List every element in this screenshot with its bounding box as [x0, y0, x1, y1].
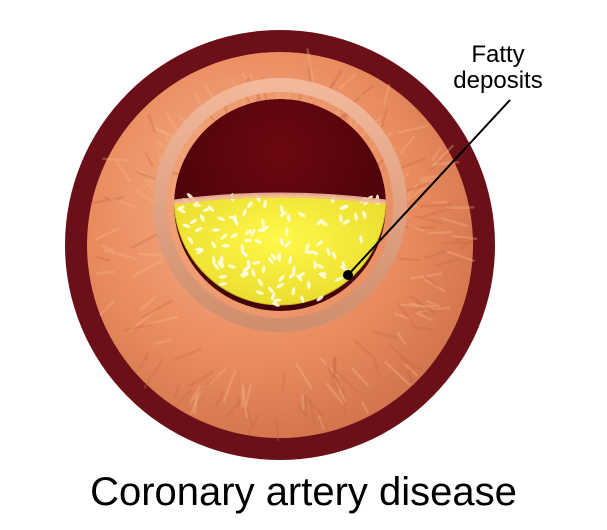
annotation-line1: Fatty	[471, 41, 524, 68]
annotation-pointer-dot	[343, 270, 353, 280]
diagram-canvas: Fatty deposits Coronary artery disease	[0, 0, 607, 530]
annotation-fatty-deposits: Fatty deposits	[438, 42, 558, 95]
artery-lumen	[174, 99, 386, 311]
annotation-line2: deposits	[453, 67, 542, 94]
caption-text: Coronary artery disease	[90, 470, 517, 514]
diagram-caption: Coronary artery disease	[0, 470, 607, 515]
